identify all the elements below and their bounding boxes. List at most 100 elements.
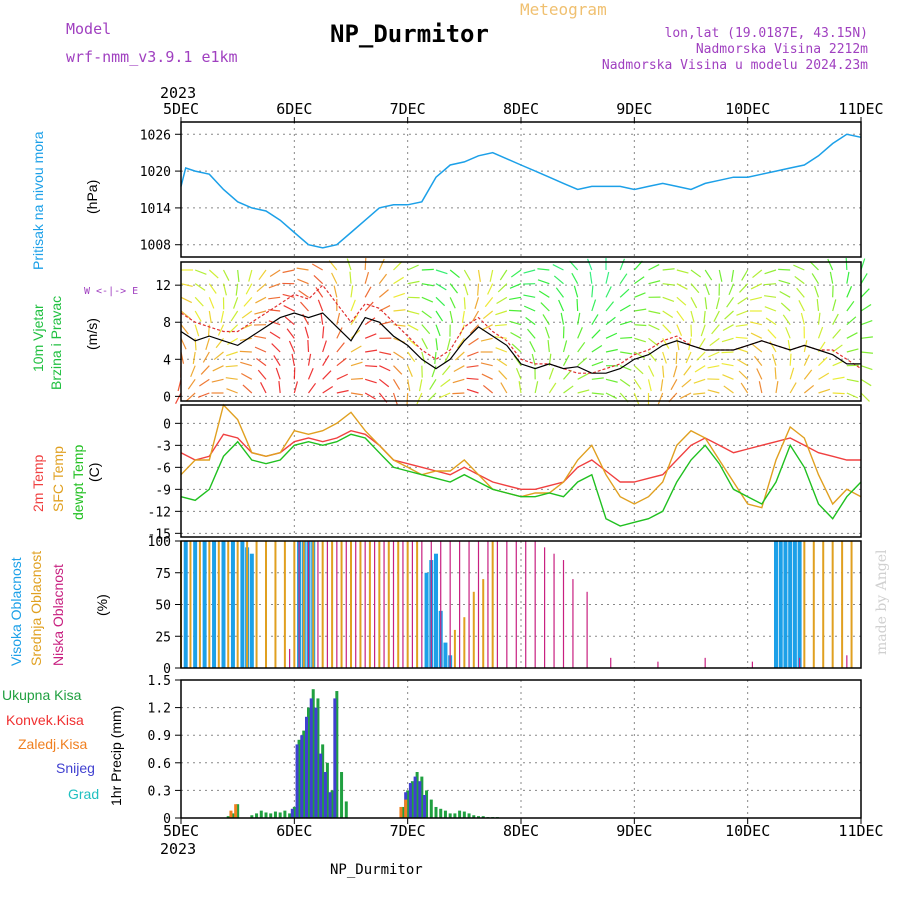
wind-barb — [320, 312, 324, 325]
wind-barb — [466, 365, 479, 368]
wind-barb — [180, 283, 193, 287]
bar-cloud-niska-oblacnost — [799, 657, 801, 668]
wind-barb — [446, 338, 451, 351]
wind-barb — [728, 283, 735, 296]
wind-barb — [764, 269, 777, 275]
model-name: wrf-nmm_v3.9.1 e1km — [66, 48, 238, 66]
wind-barb — [793, 264, 805, 271]
wind-barb — [291, 353, 295, 366]
bar-cloud-srednja-oblacnost — [321, 541, 324, 668]
wind-barb — [538, 290, 550, 298]
wind-barb — [222, 283, 227, 296]
wind-barb — [208, 269, 219, 279]
wind-barb — [495, 310, 508, 316]
bar-cloud-srednja-oblacnost — [453, 629, 456, 668]
wind-barb — [509, 296, 522, 301]
bar-cloud-niska-oblacnost — [477, 541, 480, 668]
cloud-low-label: Niska Oblacnost — [50, 564, 66, 666]
wind-barb — [619, 273, 628, 285]
wind-barb — [696, 351, 706, 361]
series-line-wind-speed — [180, 312, 861, 374]
wind-barb — [268, 309, 281, 312]
wind-barb — [481, 324, 493, 331]
wind-barb — [222, 269, 230, 281]
wind-barb — [364, 301, 374, 312]
bar-cloud-srednja-oblacnost — [822, 541, 825, 668]
wind-barb — [789, 367, 795, 380]
xtick-label-bottom: 5DEC — [163, 822, 199, 840]
watermark: made by Angel — [874, 549, 890, 656]
wind-barb — [255, 296, 267, 304]
wind-barb — [832, 376, 845, 380]
wind-barb — [509, 320, 522, 326]
bar-cloud-niska-oblacnost — [383, 541, 385, 668]
wind-barb — [194, 269, 207, 275]
bar-cloud-niska-oblacnost — [553, 553, 555, 668]
bar-precip-ukupna-kisa — [434, 806, 438, 818]
bar-precip-ukupna-kisa — [477, 816, 480, 818]
wind-barb — [662, 324, 672, 334]
bar-cloud-srednja-oblacnost — [397, 541, 400, 668]
bar-cloud-srednja-oblacnost — [236, 541, 239, 668]
wind-barb — [547, 340, 550, 353]
temp-dewpt-label: dewpt Temp — [70, 444, 86, 520]
wind-barb — [723, 385, 734, 394]
wind-barb — [704, 283, 710, 296]
wind-barb — [860, 336, 873, 339]
bar-precip-snijeg — [309, 698, 313, 818]
wind-barb — [453, 365, 465, 373]
ytick-label-temp: 0 — [163, 417, 171, 432]
bar-cloud-visoka-oblacnost — [212, 541, 217, 668]
bar-cloud-visoka-oblacnost — [788, 541, 793, 668]
wind-barb — [208, 283, 217, 294]
wind-barb — [693, 392, 706, 395]
ytick-label-temp: -12 — [148, 505, 171, 520]
wind-barb — [698, 338, 706, 349]
wind-barb — [860, 378, 872, 387]
wind-barb — [573, 285, 579, 298]
bar-precip-ukupna-kisa — [458, 810, 462, 818]
bar-cloud-niska-oblacnost — [430, 541, 432, 668]
wind-barb — [648, 310, 661, 315]
wind-label-1: 10m Vjetar — [30, 304, 46, 372]
wind-barb — [648, 264, 660, 271]
bar-precip-zaledj-kisa — [229, 810, 233, 818]
wind-barb — [774, 367, 777, 380]
wind-barb — [278, 381, 281, 394]
wind-barb — [322, 355, 330, 366]
wind-barb — [349, 271, 352, 284]
ytick-label-precip: 0.9 — [148, 729, 171, 744]
wind-barb — [421, 324, 431, 335]
wind-barb — [393, 276, 404, 285]
wind-barb — [256, 283, 267, 292]
wind-barb — [175, 392, 182, 404]
bar-cloud-niska-oblacnost — [459, 541, 461, 668]
wind-barb — [407, 324, 419, 331]
wind-barb — [364, 271, 370, 284]
wind-barb — [322, 370, 332, 380]
wind-barb — [707, 389, 720, 394]
wind-barb — [752, 343, 763, 353]
wind-barb — [421, 283, 434, 287]
wind-barb — [256, 357, 267, 367]
wind-barb — [771, 354, 777, 366]
wind-barb — [724, 310, 734, 320]
bar-cloud-visoka-oblacnost — [443, 642, 448, 668]
wind-barb — [800, 312, 805, 325]
bar-cloud-visoka-oblacnost — [249, 553, 254, 668]
wind-barb — [740, 382, 749, 394]
wind-barb — [407, 365, 413, 377]
wind-barb — [778, 279, 791, 285]
bar-cloud-visoka-oblacnost — [221, 541, 226, 668]
wind-barb — [484, 296, 494, 308]
wind-barb — [205, 338, 210, 350]
bar-cloud-niska-oblacnost — [562, 560, 565, 668]
wind-barb — [846, 300, 855, 312]
wind-barb — [469, 324, 479, 334]
wind-barb — [257, 369, 267, 380]
wind-barb — [477, 269, 481, 282]
bar-precip-ukupna-kisa — [443, 810, 447, 818]
wind-barb — [753, 355, 763, 367]
wind-barb — [268, 283, 281, 289]
wind-barb — [378, 289, 389, 298]
